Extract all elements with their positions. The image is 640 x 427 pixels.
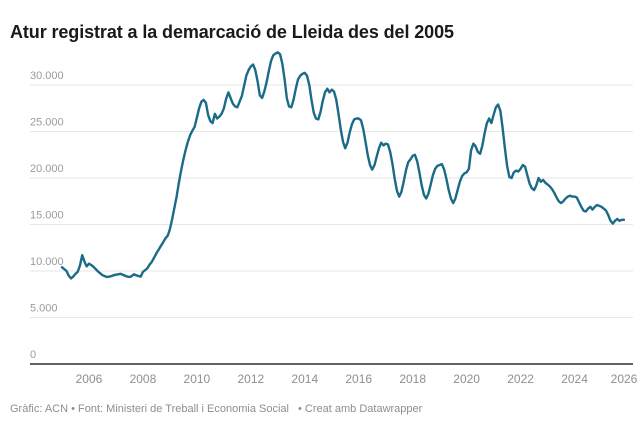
x-axis-label: 2018	[399, 372, 426, 386]
x-axis-label: 2020	[453, 372, 480, 386]
x-axis-label: 2026	[611, 372, 638, 386]
y-axis-label: 5.000	[30, 303, 58, 315]
x-axis-label: 2012	[237, 372, 264, 386]
x-axis-label: 2008	[130, 372, 157, 386]
x-axis-label: 2006	[76, 372, 103, 386]
y-axis-label: 10.000	[30, 256, 64, 268]
y-axis-label: 15.000	[30, 210, 64, 222]
source-credit: Gràfic: ACN • Font: Ministeri de Treball…	[10, 403, 289, 415]
y-axis-label: 0	[30, 349, 36, 361]
x-axis-label: 2010	[184, 372, 211, 386]
x-axis-label: 2024	[561, 372, 588, 386]
x-axis-label: 2016	[345, 372, 372, 386]
x-axis-label: 2022	[507, 372, 534, 386]
datawrapper-attribution-link[interactable]: • Creat amb Datawrapper	[298, 403, 423, 415]
y-axis-label: 30.000	[30, 70, 64, 82]
chart-footer: Gràfic: ACN • Font: Ministeri de Treball…	[10, 403, 630, 415]
page-title: Atur registrat a la demarcació de Lleida…	[10, 22, 454, 43]
unemployment-data-line	[60, 51, 626, 280]
x-axis-label: 2014	[291, 372, 318, 386]
y-axis-label: 20.000	[30, 163, 64, 175]
y-axis-label: 25.000	[30, 117, 64, 129]
